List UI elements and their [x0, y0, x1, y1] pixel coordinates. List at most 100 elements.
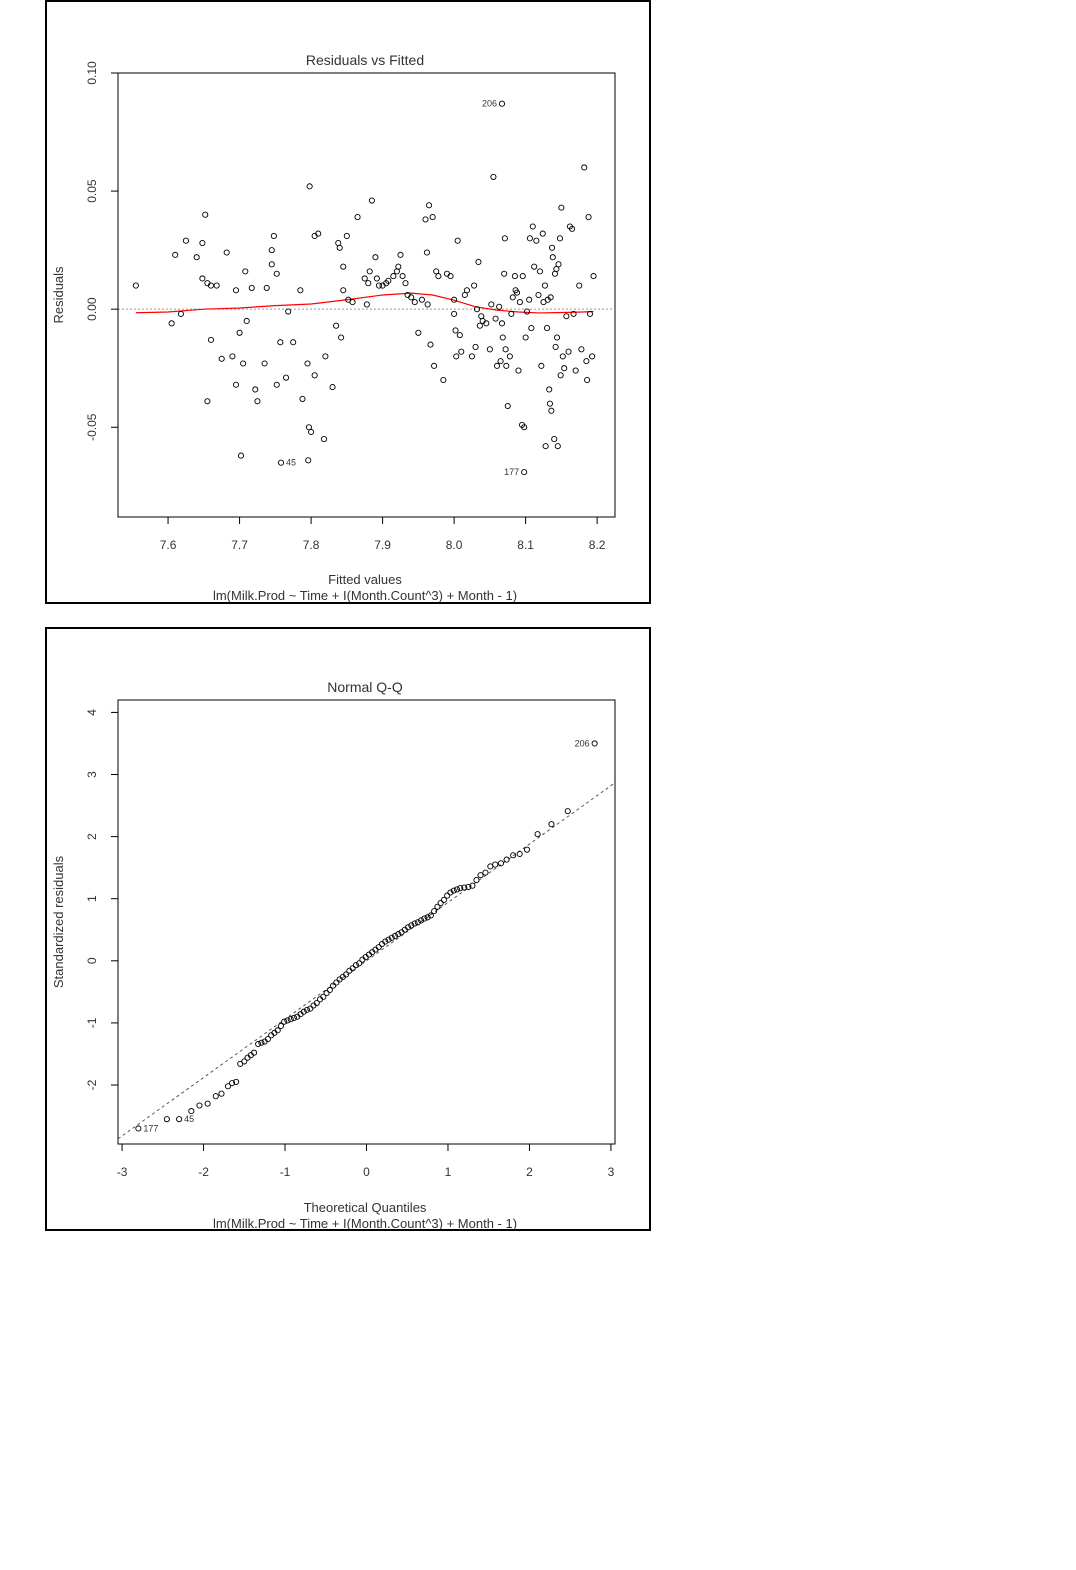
- data-point: [496, 303, 503, 310]
- data-point: [199, 275, 206, 282]
- data-point: [135, 1125, 142, 1132]
- data-point: [546, 386, 553, 393]
- data-point: [306, 183, 313, 190]
- normal-qq-chart: Normal Q-Q 206 45 177 -3 -2 -1 0 1 2 3 -2 -1 0 1 2 3 4…: [51, 679, 616, 1229]
- data-point: [468, 353, 476, 360]
- data-point: [373, 275, 380, 282]
- data-point: [440, 376, 447, 384]
- data-point: [529, 223, 536, 230]
- y-tick-label: 0.05: [85, 179, 99, 203]
- data-point: [427, 341, 434, 348]
- data-point: [492, 861, 499, 868]
- data-point: [497, 860, 504, 867]
- data-point: [541, 282, 548, 289]
- data-point: [268, 247, 275, 254]
- data-point: [508, 310, 515, 317]
- data-point: [557, 372, 564, 379]
- data-point: [503, 856, 510, 863]
- data-point: [320, 993, 327, 1000]
- y-tick-label: 3: [85, 771, 99, 778]
- data-point: [281, 1018, 288, 1025]
- data-point: [493, 362, 501, 369]
- data-point: [349, 299, 356, 306]
- data-point: [523, 846, 531, 853]
- data-point: [390, 273, 397, 280]
- data-point: [477, 872, 484, 879]
- x-tick-label: -1: [280, 1165, 291, 1179]
- data-point: [426, 202, 433, 209]
- data-point: [534, 831, 541, 838]
- data-point: [451, 296, 458, 303]
- data-point: [243, 317, 250, 325]
- data-point: [501, 235, 508, 242]
- y-tick-label: 0.00: [85, 297, 99, 321]
- data-point: [177, 310, 184, 317]
- data-point: [204, 1100, 211, 1107]
- point-label: 177: [504, 467, 519, 477]
- data-point: [168, 320, 175, 327]
- data-point: [229, 353, 236, 360]
- data-point: [422, 216, 429, 223]
- data-point: [516, 850, 523, 858]
- data-point: [385, 936, 392, 943]
- y-tick-label: 2: [85, 833, 99, 840]
- x-tick-label: 7.8: [303, 538, 320, 552]
- data-point: [486, 346, 493, 353]
- data-point: [581, 164, 588, 171]
- data-point: [405, 924, 412, 931]
- data-point: [473, 306, 481, 313]
- data-point: [223, 249, 230, 256]
- data-point: [333, 322, 340, 329]
- data-point: [535, 291, 542, 299]
- x-axis-label: Theoretical Quantiles: [304, 1200, 427, 1215]
- data-point: [368, 197, 375, 204]
- data-point: [453, 886, 460, 893]
- point-label: 45: [184, 1114, 194, 1124]
- data-point: [268, 261, 275, 268]
- data-point: [519, 273, 526, 280]
- data-point: [498, 320, 506, 327]
- data-point: [463, 287, 471, 294]
- data-point: [451, 310, 458, 317]
- data-point: [435, 273, 442, 280]
- data-point: [444, 892, 451, 899]
- data-point: [473, 877, 480, 884]
- y-tick-label: 0.10: [85, 61, 99, 85]
- data-point: [418, 917, 425, 924]
- data-point: [461, 884, 468, 891]
- plot-frame: [117, 699, 616, 1145]
- data-point: [554, 443, 561, 450]
- data-point: [584, 376, 591, 384]
- data-point: [427, 912, 434, 919]
- data-point: [565, 348, 572, 355]
- x-tick-label: 7.6: [160, 538, 177, 552]
- data-point: [202, 211, 209, 218]
- data-point: [454, 237, 461, 244]
- data-point: [440, 896, 447, 904]
- data-point: [204, 398, 211, 405]
- data-point: [395, 263, 402, 270]
- data-point: [388, 934, 395, 941]
- chart-subtitle: lm(Milk.Prod ~ Time + I(Month.Count^3) +…: [213, 1216, 517, 1229]
- data-point: [290, 1014, 298, 1021]
- data-point: [207, 282, 215, 289]
- data-point: [590, 273, 597, 280]
- data-point: [556, 235, 563, 242]
- data-point: [431, 362, 438, 369]
- data-point: [237, 452, 245, 459]
- data-point: [172, 251, 179, 258]
- data-point: [490, 173, 497, 180]
- data-point: [424, 914, 431, 921]
- data-point: [511, 273, 518, 280]
- x-tick-label: 8.2: [589, 538, 606, 552]
- data-point: [469, 882, 476, 889]
- data-point: [299, 395, 306, 402]
- data-point: [305, 457, 312, 464]
- data-point: [397, 251, 404, 258]
- data-point: [242, 268, 249, 275]
- data-point: [408, 294, 415, 301]
- data-point: [546, 400, 553, 407]
- data-point: [457, 885, 464, 892]
- data-point: [521, 424, 528, 431]
- data-point: [283, 374, 290, 381]
